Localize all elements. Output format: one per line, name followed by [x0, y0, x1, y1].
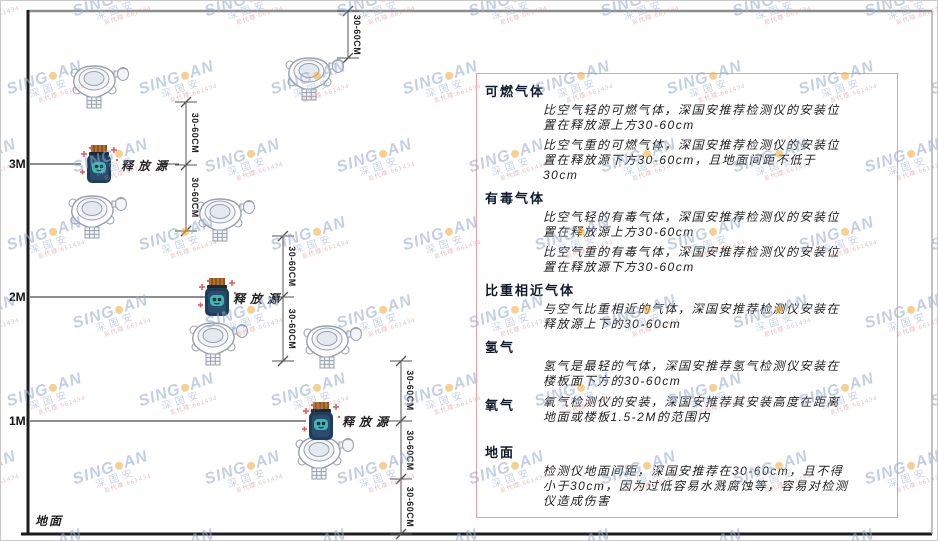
section-paragraph: 氧气检测仪的安装，深国安推荐其安装高度在距离地面或楼板1.5-2M的范围内	[543, 395, 841, 424]
dim-chain-2m	[272, 230, 294, 367]
guide-section-toxic: 有毒气体 比空气轻的有毒气体，深国安推荐检测仪的安装位置在释放源上方30-60c…	[485, 188, 885, 275]
guide-section-ground: 地面 检测仪地面间距，深国安推荐在30-60cm，且不得小于30cm，因为过低容…	[485, 442, 885, 509]
section-paragraph: 氢气是最轻的气体，深国安推荐氢气检测仪安装在楼板面下方的30-60cm	[543, 359, 841, 388]
section-heading: 地面	[485, 445, 516, 460]
section-heading: 有毒气体	[485, 191, 546, 206]
dim-chain-ceiling	[337, 5, 359, 64]
gas-detector-icon	[300, 323, 362, 376]
dimension-label: 30-60CM	[190, 112, 200, 154]
guide-section-flammable: 可燃气体 比空气轻的可燃气体，深国安推荐检测仪的安装位置在释放源上方30-60c…	[485, 81, 885, 183]
release-source-label: 释放源	[342, 415, 394, 429]
section-paragraph: 检测仪地面间距，深国安推荐在30-60cm，且不得小于30cm，因为过低容易水溅…	[543, 464, 849, 508]
section-paragraph: 比空气重的可燃气体，深国安推荐检测仪的安装位置在释放源下方30-60cm，且地面…	[543, 138, 841, 182]
guide-section-hydrogen: 氢气 氢气是最轻的气体，深国安推荐氢气检测仪安装在楼板面下方的30-60cm	[485, 337, 885, 389]
section-paragraph: 比空气重的有毒气体，深国安推荐检测仪的安装位置在释放源下方30-60cm	[543, 245, 841, 274]
section-paragraph: 比空气轻的可燃气体，深国安推荐检测仪的安装位置在释放源上方30-60cm	[543, 103, 841, 132]
gas-detector-icon	[292, 434, 354, 487]
dimension-label: 30-60CM	[405, 430, 415, 471]
axis-label-1m: 1M	[9, 414, 26, 428]
release-source-label: 释放源	[121, 159, 173, 173]
dimension-label: 30-60CM	[352, 14, 362, 56]
dimension-label: 30-60CM	[405, 486, 415, 528]
release-source-icon	[299, 401, 343, 448]
dim-chain-1m	[390, 355, 412, 540]
dimension-label: 30-60CM	[405, 370, 415, 411]
dimension-label: 30-60CM	[287, 308, 297, 350]
section-heading: 氢气	[485, 340, 516, 355]
ground-label: 地面	[35, 514, 64, 528]
section-heading: 比重相近气体	[485, 283, 576, 298]
guide-section-oxygen: 氧气 氧气检测仪的安装，深国安推荐其安装高度在距离地面或楼板1.5-2M的范围内	[485, 394, 885, 430]
section-heading: 氧气	[485, 398, 516, 413]
release-source-icon	[195, 277, 239, 324]
guide-section-similar-density: 比重相近气体 与空气比重相近的气体，深国安推荐检测仪安装在释放源上下的30-60…	[485, 280, 885, 332]
release-source-icon	[77, 144, 121, 191]
dimension-label: 30-60CM	[190, 177, 200, 218]
dimension-label: 30-60CM	[287, 246, 297, 287]
release-source-label: 释放源	[233, 292, 285, 306]
axis-label-3m: 3M	[9, 157, 26, 171]
axis-label-2m: 2M	[9, 290, 26, 304]
section-paragraph: 与空气比重相近的气体，深国安推荐检测仪安装在释放源上下的30-60cm	[543, 302, 841, 331]
gas-detector-icon	[65, 193, 127, 246]
gas-detector-icon	[193, 196, 255, 249]
gas-detector-icon	[282, 55, 344, 108]
section-heading: 可燃气体	[485, 84, 546, 99]
gas-detector-icon	[186, 320, 248, 373]
section-paragraph: 比空气轻的有毒气体，深国安推荐检测仪的安装位置在释放源上方30-60cm	[543, 210, 841, 239]
installation-guide-panel: 可燃气体 比空气轻的可燃气体，深国安推荐检测仪的安装位置在释放源上方30-60c…	[476, 73, 898, 518]
gas-detector-icon	[67, 63, 129, 116]
